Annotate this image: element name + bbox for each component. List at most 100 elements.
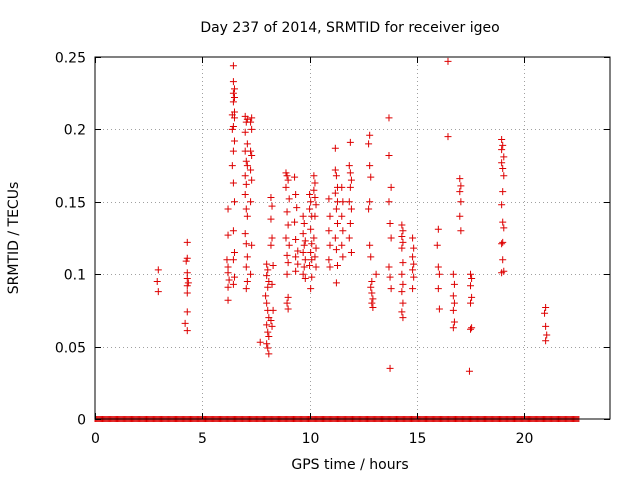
data-point (291, 173, 299, 181)
y-axis-label: SRMTID / TECUs (6, 182, 22, 295)
data-point (449, 270, 457, 278)
data-point (450, 318, 458, 326)
data-point (542, 337, 550, 345)
data-point (300, 241, 308, 249)
data-point (283, 299, 291, 307)
data-point (301, 275, 309, 283)
data-point (499, 256, 507, 264)
data-point (398, 233, 406, 241)
data-point (294, 247, 302, 255)
data-point (248, 176, 256, 184)
data-point (283, 172, 291, 180)
data-point (387, 285, 395, 293)
y-tick-label: 0 (77, 413, 86, 429)
data-point (398, 288, 406, 296)
data-point (500, 153, 508, 161)
data-point (346, 220, 354, 228)
data-point (269, 262, 277, 270)
data-point (306, 205, 314, 213)
data-point (387, 234, 395, 242)
data-point (326, 241, 334, 249)
data-point (268, 322, 276, 330)
data-point (268, 202, 276, 210)
data-point (367, 173, 375, 181)
data-point (372, 270, 380, 278)
data-point (229, 123, 237, 131)
data-point (331, 166, 339, 174)
data-point (311, 253, 319, 261)
data-point (434, 263, 442, 271)
x-axis-label: GPS time / hours (291, 457, 408, 473)
data-point (434, 225, 442, 233)
data-point (247, 118, 255, 126)
data-point (385, 151, 393, 159)
data-point (154, 288, 162, 296)
data-point (347, 205, 355, 213)
data-point (386, 364, 394, 372)
data-point (243, 162, 251, 170)
data-point (385, 114, 393, 122)
data-point (248, 114, 256, 122)
data-point (265, 350, 273, 358)
data-point (229, 227, 237, 235)
data-point (283, 251, 291, 259)
data-point (332, 246, 340, 254)
data-point (306, 262, 314, 270)
x-tick-label: 5 (198, 431, 207, 447)
data-point (256, 338, 264, 346)
data-point (230, 137, 238, 145)
data-point (467, 299, 475, 307)
data-point (308, 240, 316, 248)
data-point (311, 179, 319, 187)
data-point (365, 140, 373, 148)
data-point (499, 141, 507, 149)
data-point (368, 277, 376, 285)
data-point (308, 256, 316, 264)
data-point (267, 241, 275, 249)
data-points (94, 57, 580, 422)
data-point (229, 98, 237, 106)
data-point (247, 198, 255, 206)
data-point (385, 198, 393, 206)
data-point (498, 201, 506, 209)
data-point (307, 225, 315, 233)
data-point (499, 164, 507, 172)
data-point (241, 191, 249, 199)
data-point (247, 147, 255, 155)
data-point (223, 256, 231, 264)
data-point (269, 306, 277, 314)
data-point (283, 270, 291, 278)
data-point (230, 114, 238, 122)
data-point (294, 260, 302, 268)
data-point (292, 235, 300, 243)
data-point (449, 324, 457, 332)
data-point (450, 299, 458, 307)
data-point (410, 244, 418, 252)
data-point (398, 244, 406, 252)
data-point (291, 218, 299, 226)
plot-frame (94, 56, 611, 420)
y-tick-label: 0.05 (55, 341, 86, 357)
data-point (183, 289, 191, 297)
data-point (224, 231, 232, 239)
data-point (183, 282, 191, 290)
data-point (242, 285, 250, 293)
data-point (499, 218, 507, 226)
data-point (498, 136, 506, 144)
data-point (264, 328, 272, 336)
data-point (229, 147, 237, 155)
data-point (229, 256, 237, 264)
data-point (230, 198, 238, 206)
data-point (398, 221, 406, 229)
data-point (312, 244, 320, 252)
data-point (310, 234, 318, 242)
data-point (456, 212, 464, 220)
data-point (542, 322, 550, 330)
data-point (333, 220, 341, 228)
data-point (338, 183, 346, 191)
data-point (264, 266, 272, 274)
data-point (456, 175, 464, 183)
data-point (399, 227, 407, 235)
x-tick-label: 10 (302, 431, 320, 447)
data-point (243, 253, 251, 261)
